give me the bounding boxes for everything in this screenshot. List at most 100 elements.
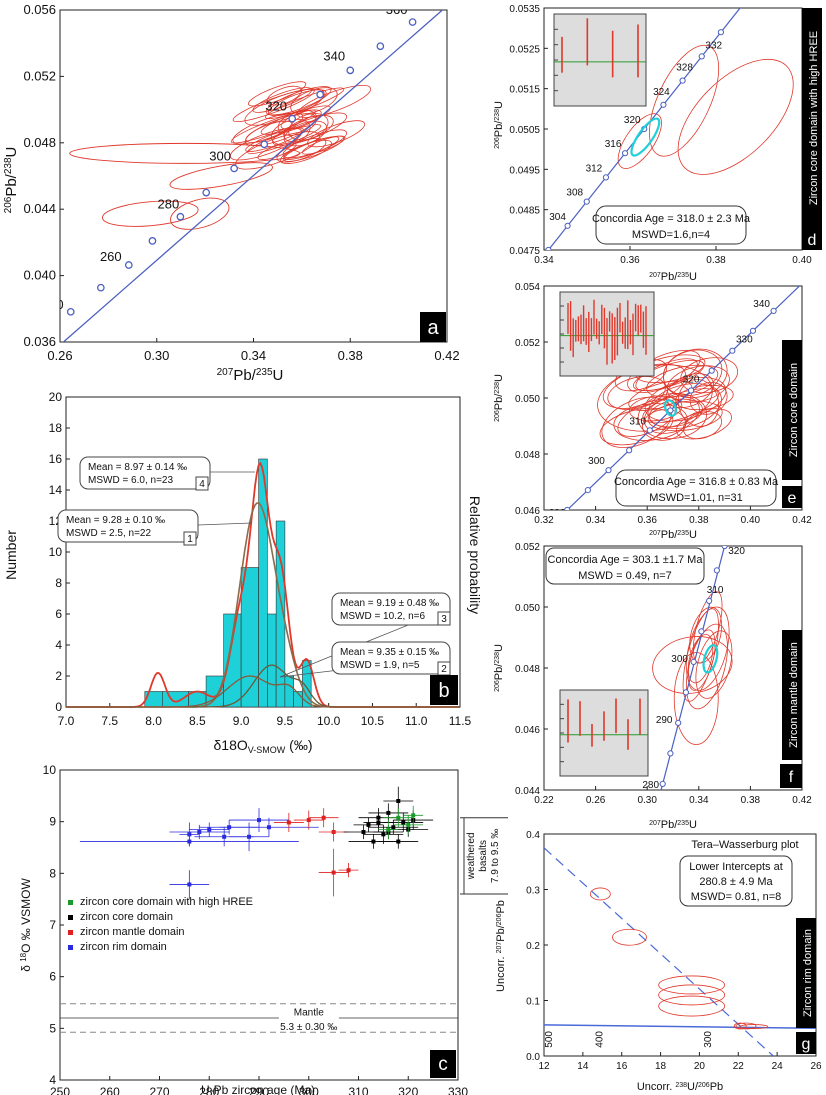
concordia-age-label: 320 [728, 546, 745, 557]
y-tick-label: 2 [55, 669, 62, 683]
data-ellipse [628, 380, 693, 411]
data-ellipse [677, 58, 794, 175]
panel-e-side-box [782, 340, 802, 480]
data-ellipse [169, 162, 273, 190]
data-point [411, 813, 416, 818]
data-ellipse [302, 135, 346, 155]
panel-g-side-title: Zircon rim domain [802, 929, 814, 1017]
concordia-point [667, 750, 674, 757]
x-tick-label: 270 [149, 1085, 169, 1095]
annotation-mswd: MSWD = 10.2, n=6 [340, 611, 425, 622]
data-point [396, 799, 401, 803]
y-tick-label: 0.0535 [509, 4, 540, 15]
concordia-age-ellipse [663, 399, 677, 417]
concordia-curve [544, 1024, 816, 1029]
mantle-label-bg [278, 1005, 339, 1030]
legend-marker [68, 930, 73, 935]
concordia-point [660, 101, 667, 108]
concordia-age-label: 320 [624, 115, 641, 126]
concordia-point [646, 427, 653, 434]
concordia-point [545, 246, 552, 250]
panel-d-label-box [802, 228, 822, 250]
basalt-label-3: 7.9 to 9.5 ‰ [490, 829, 501, 883]
concordia-point [408, 18, 417, 26]
panel-f-age-box [545, 547, 705, 585]
y-tick-label: 0.046 [515, 725, 540, 736]
concordia-age-label: 312 [586, 163, 603, 174]
x-tick-label: 7.0 [58, 714, 75, 728]
data-point [361, 830, 366, 834]
panel-c-label: c [438, 1054, 448, 1075]
panel-a-label-box [420, 312, 446, 342]
x-tick-label: 260 [100, 1085, 120, 1095]
y-tick-label: 0.2 [526, 941, 540, 952]
data-point [376, 820, 381, 825]
x-tick-label: 0.40 [741, 515, 761, 526]
x-tick-label: 280 [199, 1085, 219, 1095]
histogram-bar [240, 567, 259, 708]
concordia-point [584, 486, 591, 494]
concordia-point [687, 387, 695, 394]
data-point [366, 822, 371, 827]
concordia-point [675, 719, 682, 726]
x-tick-label: 8.5 [189, 714, 206, 728]
data-ellipse [735, 1022, 757, 1030]
data-ellipse [589, 887, 611, 901]
annotation-mean: Mean = 9.19 ± 0.48 ‰ [340, 598, 439, 609]
basalt-label-1: weathered [466, 832, 477, 880]
panel-f-chart: 0.22 0.26 0.30 0.34 0.38 0.42 0.044 0.046 0.048 0… [493, 542, 812, 831]
panel-g-side-box [796, 918, 816, 1028]
data-ellipse [695, 630, 733, 699]
data-ellipse [647, 383, 722, 429]
data-point [207, 827, 212, 832]
y-tick-label: 4 [55, 638, 62, 652]
data-point [306, 818, 311, 823]
data-ellipse [245, 120, 293, 143]
y-tick-label: 0.0475 [509, 246, 540, 257]
y-tick-label: 0.056 [23, 2, 56, 17]
concordia-point [260, 140, 269, 149]
y-tick-label: 0.046 [515, 506, 540, 517]
concordia-point [564, 222, 571, 229]
panel-g-ylabel: Uncorr. 207Pb/206Pb [495, 900, 507, 992]
data-ellipse [643, 395, 700, 434]
data-ellipse [288, 113, 329, 141]
concordia-point [667, 407, 674, 414]
concordia-point [717, 29, 725, 36]
x-tick-label: 9.5 [277, 714, 294, 728]
panel-b-label-box [430, 675, 458, 705]
legend-label: zircon rim domain [80, 941, 167, 953]
data-point [391, 825, 396, 830]
panel-f-label-box [780, 764, 802, 788]
y-tick-label: 0.048 [515, 664, 540, 675]
x-tick-label: 0.22 [534, 795, 554, 806]
concordia-age-label: 300 [588, 456, 605, 467]
panel-g-label: g [802, 1036, 811, 1053]
concordia-point [288, 114, 297, 123]
x-tick-label: 26 [810, 1061, 822, 1072]
panel-f-ylabel: 206Pb/238U [493, 644, 505, 692]
concordia-point [564, 506, 571, 510]
x-tick-label: 0.34 [586, 515, 606, 526]
y-tick-label: 0.0515 [509, 85, 540, 96]
panel-e-age: Concordia Age = 316.8 ± 0.83 Ma [614, 476, 779, 488]
legend-marker [68, 945, 73, 950]
panel-g-chart: 12 14 16 18 20 22 24 26 0.0 0.1 0.2 0.3 0.4 500 400 30… [495, 830, 822, 1093]
concordia-age-label: 260 [100, 249, 122, 264]
histogram-bar [302, 660, 312, 708]
y-tick-label: 0.0485 [509, 206, 540, 217]
x-tick-label: 0.26 [47, 348, 72, 363]
x-tick-label: 11.0 [405, 714, 428, 728]
concordia-age-label: 320 [683, 375, 700, 386]
concordia-point [749, 327, 757, 334]
concordia-age-label: 320 [265, 99, 287, 114]
mantle-label: Mantle [294, 1008, 324, 1019]
panel-d-side-title: Zircon core domain with high HREE [808, 31, 820, 205]
panel-f-age: Concordia Age = 303.1 ±1.7 Ma [548, 554, 704, 566]
annotation-box [57, 509, 199, 543]
data-point [406, 822, 411, 827]
panel-a-xlabel: 207Pb/235U [217, 367, 284, 385]
x-tick-label: 0.34 [241, 348, 266, 363]
concordia-age-label: 280 [158, 197, 180, 212]
x-tick-label: 24 [772, 1061, 784, 1072]
